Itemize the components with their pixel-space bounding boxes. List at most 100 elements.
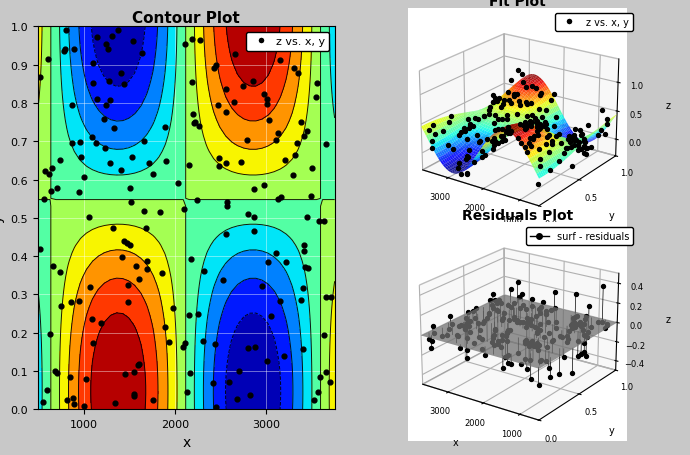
Point (68, 394, 79, 401)
Point (168, 304, 179, 312)
Point (318, 218, 329, 225)
Point (88, 60, 99, 67)
Point (139, 137, 150, 145)
Point (117, 253, 128, 261)
Point (64, 373, 75, 380)
Point (140, 225, 151, 232)
Point (262, 259, 273, 266)
Point (321, 369, 332, 376)
Point (188, 121, 199, 128)
Point (91, 96, 102, 104)
Point (248, 186, 259, 193)
Point (270, 137, 282, 145)
Point (161, 157, 172, 165)
Point (306, 193, 317, 200)
Point (134, 361, 145, 368)
Point (248, 78, 259, 85)
Point (130, 263, 141, 270)
Point (37, 399, 48, 406)
Point (148, 171, 159, 178)
Point (210, 404, 221, 411)
Point (258, 91, 269, 99)
Point (125, 242, 136, 249)
Point (221, 198, 233, 206)
Point (314, 217, 325, 225)
Point (179, 41, 190, 49)
Point (59, 48, 70, 56)
Point (104, 97, 115, 105)
Point (172, 180, 184, 187)
Point (275, 57, 286, 64)
Point (75, 140, 86, 147)
X-axis label: x: x (182, 435, 190, 449)
Point (188, 111, 199, 119)
Point (107, 225, 118, 232)
Point (128, 390, 139, 398)
Point (119, 370, 130, 377)
Point (302, 213, 313, 221)
Point (43, 56, 54, 64)
Point (119, 238, 130, 245)
Point (104, 160, 115, 167)
Point (248, 214, 259, 222)
Point (289, 152, 300, 160)
Point (224, 379, 235, 386)
Point (95, 320, 106, 328)
Point (186, 79, 197, 86)
Point (177, 344, 188, 351)
Point (68, 400, 79, 408)
Point (302, 264, 313, 272)
Point (180, 340, 191, 347)
Point (320, 293, 331, 301)
Point (83, 214, 94, 221)
Point (266, 313, 277, 320)
Legend: z vs. x, y: z vs. x, y (555, 14, 633, 32)
Point (90, 140, 101, 147)
Point (156, 270, 167, 277)
Point (181, 389, 193, 396)
Point (113, 27, 124, 35)
Point (128, 39, 139, 46)
Point (106, 33, 117, 40)
Point (299, 248, 310, 255)
Point (197, 338, 208, 345)
Point (210, 62, 221, 70)
Point (208, 65, 219, 72)
Point (208, 379, 219, 387)
Point (220, 86, 231, 94)
Point (310, 95, 322, 102)
Point (272, 196, 283, 203)
Point (55, 157, 66, 165)
Point (308, 396, 319, 404)
Point (79, 402, 90, 410)
Point (214, 155, 225, 162)
Point (307, 166, 318, 173)
Point (302, 128, 313, 136)
Point (138, 208, 149, 215)
Point (199, 268, 210, 275)
Point (191, 197, 202, 205)
Point (48, 263, 59, 270)
Point (320, 142, 331, 149)
Title: Residuals Plot: Residuals Plot (462, 209, 573, 223)
Point (299, 264, 310, 271)
Point (325, 293, 336, 301)
Point (159, 324, 170, 331)
Y-axis label: y: y (609, 211, 614, 221)
Point (100, 41, 111, 48)
Point (262, 96, 273, 104)
Point (50, 367, 61, 374)
Point (315, 374, 326, 381)
Point (67, 102, 78, 109)
Point (100, 102, 111, 109)
Point (45, 331, 56, 339)
Point (60, 27, 71, 35)
Point (217, 277, 228, 284)
Title: Contour Plot: Contour Plot (132, 11, 240, 26)
Point (185, 256, 196, 263)
Point (242, 210, 253, 217)
Point (213, 163, 224, 171)
Point (87, 315, 98, 323)
Point (46, 188, 57, 195)
Point (154, 208, 165, 216)
